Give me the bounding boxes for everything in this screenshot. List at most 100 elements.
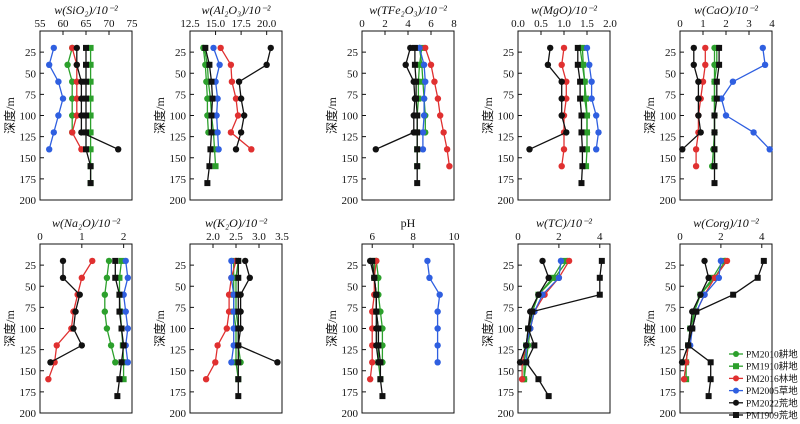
data-point [216, 61, 223, 68]
data-point [70, 325, 77, 332]
data-point [83, 44, 89, 51]
data-point [64, 61, 71, 68]
data-point [73, 61, 81, 68]
data-point [407, 44, 414, 52]
y-tick-label: 25 [665, 47, 677, 59]
data-point [545, 274, 552, 281]
y-tick-label: 25 [503, 260, 515, 272]
legend: PM2010耕地PM1910耕地PM2016林地PM2005草地PM2022荒地… [729, 349, 798, 422]
data-point [414, 146, 421, 153]
data-point [558, 78, 565, 85]
data-point [443, 146, 451, 153]
data-point [208, 78, 215, 85]
data-point [579, 146, 586, 153]
data-point [206, 163, 213, 170]
data-point [120, 376, 127, 383]
data-point [214, 342, 221, 349]
x-tick-label: 2.0 [603, 18, 617, 30]
data-point [689, 325, 696, 332]
data-point [112, 359, 119, 366]
y-tick-label: 25 [25, 260, 37, 272]
data-point [584, 146, 590, 153]
data-point [73, 44, 81, 52]
data-point [518, 376, 526, 383]
x-tick-label: 70 [104, 18, 116, 30]
data-point [59, 274, 67, 281]
x-tick-label: 20.0 [257, 18, 277, 30]
data-point [124, 359, 132, 366]
data-point [202, 44, 209, 51]
data-point [711, 163, 718, 170]
data-point [580, 61, 587, 68]
y-tick-label: 200 [342, 195, 359, 207]
x-tick-label: 15.0 [206, 18, 226, 30]
x-tick-label: 2 [121, 231, 127, 243]
data-point [754, 274, 761, 281]
data-point [234, 112, 242, 119]
panel-title: w(Na₂O)/10⁻² [52, 216, 121, 230]
x-tick-label: 60 [58, 18, 70, 30]
data-point [588, 78, 595, 85]
data-point [558, 95, 565, 102]
data-point [419, 129, 427, 136]
y-tick-label: 150 [342, 153, 359, 165]
data-point [235, 393, 242, 400]
data-point [228, 359, 235, 366]
data-point [535, 376, 542, 383]
data-point [531, 342, 538, 349]
data-point [579, 163, 586, 170]
data-point [377, 359, 384, 366]
x-tick-label: 2 [718, 231, 724, 243]
data-point [557, 257, 565, 265]
data-point [526, 146, 533, 153]
data-point [718, 95, 725, 102]
data-point [112, 257, 119, 264]
y-tick-label: 150 [170, 153, 187, 165]
data-point [440, 129, 447, 136]
data-point [692, 146, 700, 153]
x-tick-label: 1.0 [557, 18, 571, 30]
y-tick-label: 175 [170, 174, 187, 186]
y-tick-label: 100 [660, 324, 677, 336]
legend-marker [733, 399, 739, 406]
y-tick-label: 175 [170, 387, 187, 399]
series-line [525, 260, 603, 397]
data-point [697, 129, 704, 136]
data-point [366, 376, 374, 383]
y-tick-label: 125 [660, 132, 677, 144]
y-tick-label: 100 [20, 324, 37, 336]
y-tick-label: 25 [175, 260, 187, 272]
data-point [579, 44, 586, 51]
data-point [217, 44, 224, 52]
data-point [424, 257, 431, 265]
data-point [202, 376, 210, 383]
panel-title: w(SiO₂)/10⁻² [54, 3, 118, 17]
data-point [230, 308, 237, 315]
data-point [373, 291, 380, 298]
data-point [227, 61, 235, 68]
data-point [759, 44, 766, 52]
y-tick-label: 200 [170, 408, 187, 420]
data-point [116, 274, 123, 281]
data-point [69, 95, 76, 102]
y-tick-label: 200 [660, 408, 677, 420]
y-tick-label: 50 [347, 68, 359, 80]
data-point [695, 78, 702, 85]
data-point [434, 325, 441, 332]
y-axis-label: 深度/m [2, 97, 17, 134]
data-point [695, 95, 702, 102]
y-tick-label: 75 [665, 89, 677, 101]
data-point [701, 257, 708, 265]
data-point [711, 112, 718, 119]
data-point [413, 78, 420, 85]
legend-marker [733, 351, 739, 357]
data-point [760, 257, 767, 264]
x-tick-label: 4 [759, 231, 765, 243]
x-tick-label: 8 [410, 231, 416, 243]
data-point [411, 44, 418, 51]
data-point [426, 274, 433, 281]
data-point [715, 274, 723, 281]
data-point [375, 342, 382, 349]
data-point [240, 112, 248, 119]
y-tick-label: 175 [498, 387, 515, 399]
